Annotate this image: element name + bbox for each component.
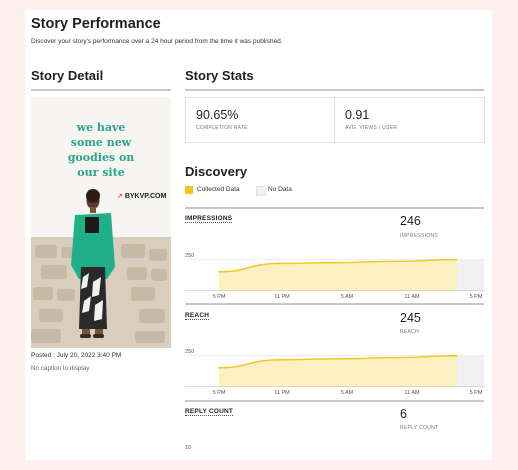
impressions-divider xyxy=(185,207,484,209)
story-performance-panel: Story Performance Discover your story's … xyxy=(25,10,492,460)
chart-area-fill xyxy=(219,259,457,291)
reach-x-tick: 5 AM xyxy=(340,390,354,396)
reach-x-tick: 5 PM xyxy=(212,390,226,396)
brand-text: ↗ BYKVP.COM xyxy=(117,192,166,200)
impressions-y-max: 250 xyxy=(185,253,195,259)
story-detail-divider xyxy=(31,89,171,91)
chart-point xyxy=(456,355,458,357)
story-detail-title: Story Detail xyxy=(31,68,104,83)
impressions-x-tick: 11 PM xyxy=(274,294,290,300)
impressions-title[interactable]: IMPRESSIONS xyxy=(185,215,233,223)
page-title: Story Performance xyxy=(31,16,161,32)
chart-no-data-region xyxy=(457,259,484,291)
chart-point xyxy=(218,270,220,273)
reach-chart xyxy=(185,355,485,387)
impressions-value: 246 xyxy=(400,214,421,228)
legend-label-no-data: No Data xyxy=(268,186,292,193)
discovery-title: Discovery xyxy=(185,164,248,179)
avg-views-label: AVG. VIEWS / USER xyxy=(345,125,398,131)
impressions-label: IMPRESSIONS xyxy=(400,233,439,239)
chart-point xyxy=(337,357,339,360)
chart-point xyxy=(277,358,280,361)
reach-value: 245 xyxy=(400,311,421,325)
story-stats-title: Story Stats xyxy=(185,68,254,83)
impressions-x-tick: 5 PM xyxy=(469,294,483,300)
completion-rate-label: COMPLETION RATE xyxy=(196,125,248,131)
chart-point xyxy=(277,262,280,265)
impressions-chart xyxy=(185,259,485,291)
reach-x-tick: 5 PM xyxy=(469,390,483,396)
reach-title[interactable]: REACH xyxy=(185,312,210,320)
impressions-x-tick: 5 AM xyxy=(340,294,354,300)
legend-swatch-collected xyxy=(185,186,193,194)
impressions-x-tick: 5 PM xyxy=(212,294,226,300)
legend-label-collected: Collected Data xyxy=(197,186,240,193)
page-subtitle: Discover your story's performance over a… xyxy=(31,38,283,45)
completion-rate-value: 90.65% xyxy=(196,108,239,122)
reach-y-max: 250 xyxy=(185,349,195,355)
chart-point xyxy=(456,259,458,261)
reply-count-value: 6 xyxy=(400,407,407,421)
reach-label: REACH xyxy=(400,329,420,335)
chart-point xyxy=(337,261,339,264)
legend-swatch-no-data xyxy=(256,186,266,196)
chart-area-fill xyxy=(219,355,457,387)
caption-text: No caption to display xyxy=(31,365,90,372)
reply-count-title[interactable]: REPLY COUNT xyxy=(185,408,234,416)
chart-no-data-region xyxy=(457,355,484,387)
story-text-line: goodies on xyxy=(67,151,135,164)
story-image-text: we have some new goodies on our site xyxy=(31,120,171,180)
avg-views-card: 0.91 AVG. VIEWS / USER xyxy=(334,97,485,143)
story-text-line: some new xyxy=(70,136,132,149)
posted-date: Posted : July 20, 2022 3:40 PM xyxy=(31,352,122,359)
brand-icon: ↗ xyxy=(117,193,123,200)
story-stats-divider xyxy=(185,89,484,91)
avg-views-value: 0.91 xyxy=(345,108,370,122)
story-text-line: we have xyxy=(76,121,126,134)
reach-x-tick: 11 AM xyxy=(404,390,420,396)
reply-count-y-max: 10 xyxy=(185,445,192,451)
chart-point xyxy=(396,260,399,263)
chart-point xyxy=(396,356,399,359)
reach-divider xyxy=(185,303,484,305)
impressions-x-tick: 11 AM xyxy=(404,294,420,300)
reach-x-tick: 11 PM xyxy=(274,390,290,396)
story-text-line: our site xyxy=(77,166,125,179)
story-image[interactable]: we have some new goodies on our site ↗ B… xyxy=(31,97,171,348)
completion-rate-card: 90.65% COMPLETION RATE xyxy=(185,97,336,143)
reply-count-divider xyxy=(185,400,484,402)
story-photo-graphic xyxy=(31,97,171,348)
chart-point xyxy=(218,366,220,369)
brand-label: BYKVP.COM xyxy=(124,193,167,200)
reply-count-label: REPLY COUNT xyxy=(400,425,439,431)
